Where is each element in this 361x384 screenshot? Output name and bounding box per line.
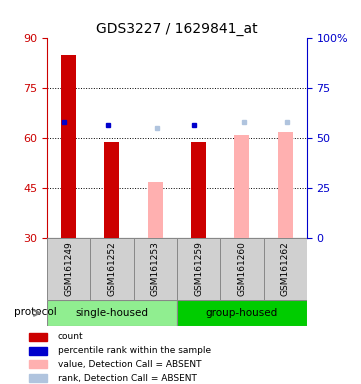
Text: protocol: protocol [14,306,57,317]
FancyBboxPatch shape [47,238,90,300]
Text: GSM161260: GSM161260 [238,242,246,296]
FancyBboxPatch shape [134,238,177,300]
Bar [29,374,47,382]
Text: GSM161252: GSM161252 [108,242,116,296]
Bar [278,132,293,238]
Text: GSM161262: GSM161262 [281,242,290,296]
Text: count: count [58,332,83,341]
FancyBboxPatch shape [220,238,264,300]
Text: group-housed: group-housed [206,308,278,318]
Bar [104,142,119,238]
Bar [148,182,163,238]
Text: value, Detection Call = ABSENT: value, Detection Call = ABSENT [58,360,201,369]
Text: rank, Detection Call = ABSENT: rank, Detection Call = ABSENT [58,374,197,383]
FancyBboxPatch shape [90,238,134,300]
Bar [191,142,206,238]
Bar [29,333,47,341]
Bar [234,135,249,238]
FancyBboxPatch shape [177,300,307,326]
FancyBboxPatch shape [177,238,220,300]
Bar [61,55,76,238]
Bar [29,360,47,369]
Text: single-housed: single-housed [75,308,148,318]
Bar [29,346,47,355]
Text: GSM161259: GSM161259 [194,242,203,296]
Text: percentile rank within the sample: percentile rank within the sample [58,346,211,355]
FancyBboxPatch shape [47,300,177,326]
Text: GSM161249: GSM161249 [64,242,73,296]
FancyBboxPatch shape [264,238,307,300]
Text: GSM161253: GSM161253 [151,242,160,296]
Title: GDS3227 / 1629841_at: GDS3227 / 1629841_at [96,22,258,36]
